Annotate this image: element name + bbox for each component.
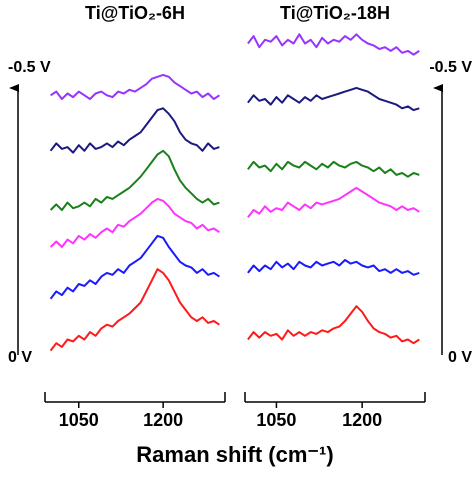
spectrum-line	[49, 268, 220, 352]
x-axis-label: Raman shift (cm⁻¹)	[136, 442, 333, 467]
spectrum-line	[247, 305, 420, 345]
spectrum-line	[247, 160, 420, 178]
x-tick-label: 1050	[59, 410, 99, 430]
potential-label: 0 V	[8, 349, 32, 366]
spectrum-line	[49, 197, 220, 248]
x-tick-label: 1050	[256, 410, 296, 430]
spectrum-line	[50, 73, 220, 100]
panel-title: Ti@TiO₂-6H	[85, 3, 185, 23]
spectrum-line	[247, 33, 420, 56]
spectrum-line	[49, 149, 220, 211]
potential-label: -0.5 V	[429, 59, 472, 76]
potential-label: 0 V	[448, 349, 472, 366]
spectrum-line	[49, 107, 220, 154]
spectrum-line	[247, 259, 420, 276]
spectrum-line	[49, 234, 220, 300]
spectrum-line	[247, 186, 420, 219]
spectrum-line	[247, 86, 420, 112]
potential-label: -0.5 V	[8, 59, 51, 76]
panel-title: Ti@TiO₂-18H	[280, 3, 390, 23]
x-tick-label: 1200	[342, 410, 382, 430]
x-tick-label: 1200	[143, 410, 183, 430]
